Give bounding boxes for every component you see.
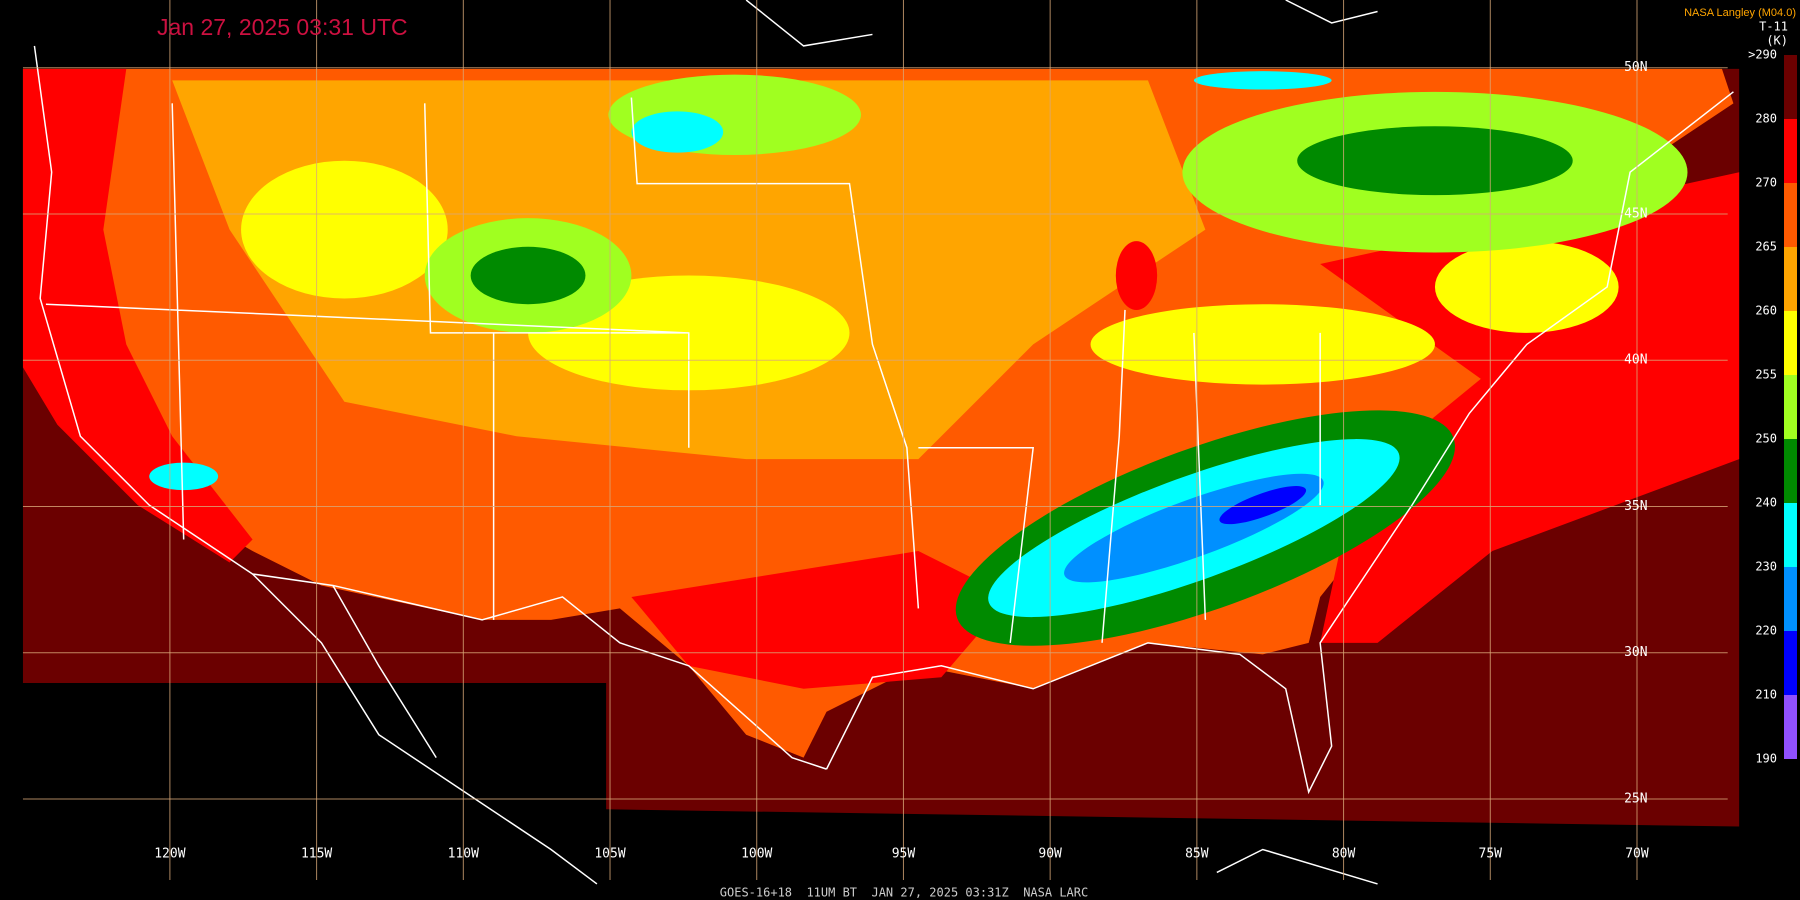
colorbar-label: 250 — [1755, 432, 1777, 446]
unit: (K) — [1766, 34, 1788, 48]
colorbar-swatch — [1784, 631, 1797, 695]
latitude-label: 40N — [1624, 353, 1647, 368]
imagery — [22, 0, 1740, 885]
colorbar-swatch — [1784, 567, 1797, 631]
longitude-label: 120W — [154, 847, 185, 862]
colorbar-label: 270 — [1755, 176, 1777, 190]
cloud-cyan — [1193, 71, 1332, 90]
lake-michigan — [1115, 241, 1158, 310]
latitude-label: 45N — [1624, 206, 1647, 221]
longitude-label: 85W — [1185, 847, 1209, 862]
colorbar-label: 255 — [1755, 368, 1777, 382]
credit: NASA Langley (M04.0) — [1684, 7, 1796, 19]
colorbar-label: 190 — [1755, 752, 1777, 766]
cloud-yellow — [241, 160, 448, 299]
longitude-label: 70W — [1625, 847, 1649, 862]
product: T-11 — [1759, 20, 1788, 34]
timestamp: Jan 27, 2025 03:31 UTC — [157, 14, 408, 40]
cloud-cyan — [631, 111, 724, 153]
latitude-label: 50N — [1624, 60, 1647, 75]
colorbar-swatch — [1784, 55, 1797, 119]
longitude-label: 100W — [741, 847, 772, 862]
longitude-label: 90W — [1038, 847, 1062, 862]
colorbar-label: 210 — [1755, 688, 1777, 702]
longitude-label: 110W — [448, 847, 479, 862]
colorbar-label: 265 — [1755, 240, 1777, 254]
graticule: 120W 115W 110W 105W 100W 95W 90W 85W 80W 75W 70W 50… — [22, 0, 1728, 880]
latitude-label: 35N — [1624, 499, 1647, 514]
cloud-darkgreen — [470, 246, 586, 305]
west-coast-band — [22, 68, 253, 563]
colorbar-label: 260 — [1755, 304, 1777, 318]
longitude-label: 95W — [892, 847, 916, 862]
colorbar-label: 230 — [1755, 560, 1777, 574]
longitude-label: 80W — [1332, 847, 1356, 862]
colorbar-swatch — [1784, 247, 1797, 311]
colorbar-swatch — [1784, 695, 1797, 759]
colorbar-label: 280 — [1755, 112, 1777, 126]
cloud-yellow — [1434, 241, 1619, 333]
colorbar-label: 240 — [1755, 496, 1777, 510]
gulf-band — [631, 551, 1011, 689]
coastline — [252, 573, 598, 885]
footer: GOES-16+18 11UM BT JAN 27, 2025 03:31Z N… — [720, 886, 1088, 900]
coastline — [745, 0, 1378, 885]
atlantic-band — [1320, 172, 1740, 643]
colorbar-swatch — [1784, 503, 1797, 567]
colorbar-label: 220 — [1755, 624, 1777, 638]
colorbar: >290 280 270 265 260 255 250 240 230 220 210 190 — [1748, 48, 1797, 766]
colorbar-swatch — [1784, 183, 1797, 247]
cloud-yellow — [1090, 304, 1435, 385]
colorbar-swatch — [1784, 439, 1797, 503]
longitude-label: 75W — [1479, 847, 1503, 862]
colorbar-swatch — [1784, 375, 1797, 439]
longitude-label: 105W — [594, 847, 625, 862]
cloud-deep-blue — [1219, 486, 1307, 525]
colorbar-swatch — [1784, 119, 1797, 183]
colorbar-label: >290 — [1748, 48, 1777, 62]
warm-region — [172, 80, 1206, 460]
longitude-label: 115W — [301, 847, 332, 862]
latitude-label: 30N — [1624, 645, 1647, 660]
cloud-cyan — [149, 462, 219, 491]
cloud-darkgreen — [1297, 126, 1573, 196]
colorbar-swatch — [1784, 311, 1797, 375]
latitude-label: 25N — [1624, 791, 1647, 806]
state-border — [45, 97, 1321, 643]
